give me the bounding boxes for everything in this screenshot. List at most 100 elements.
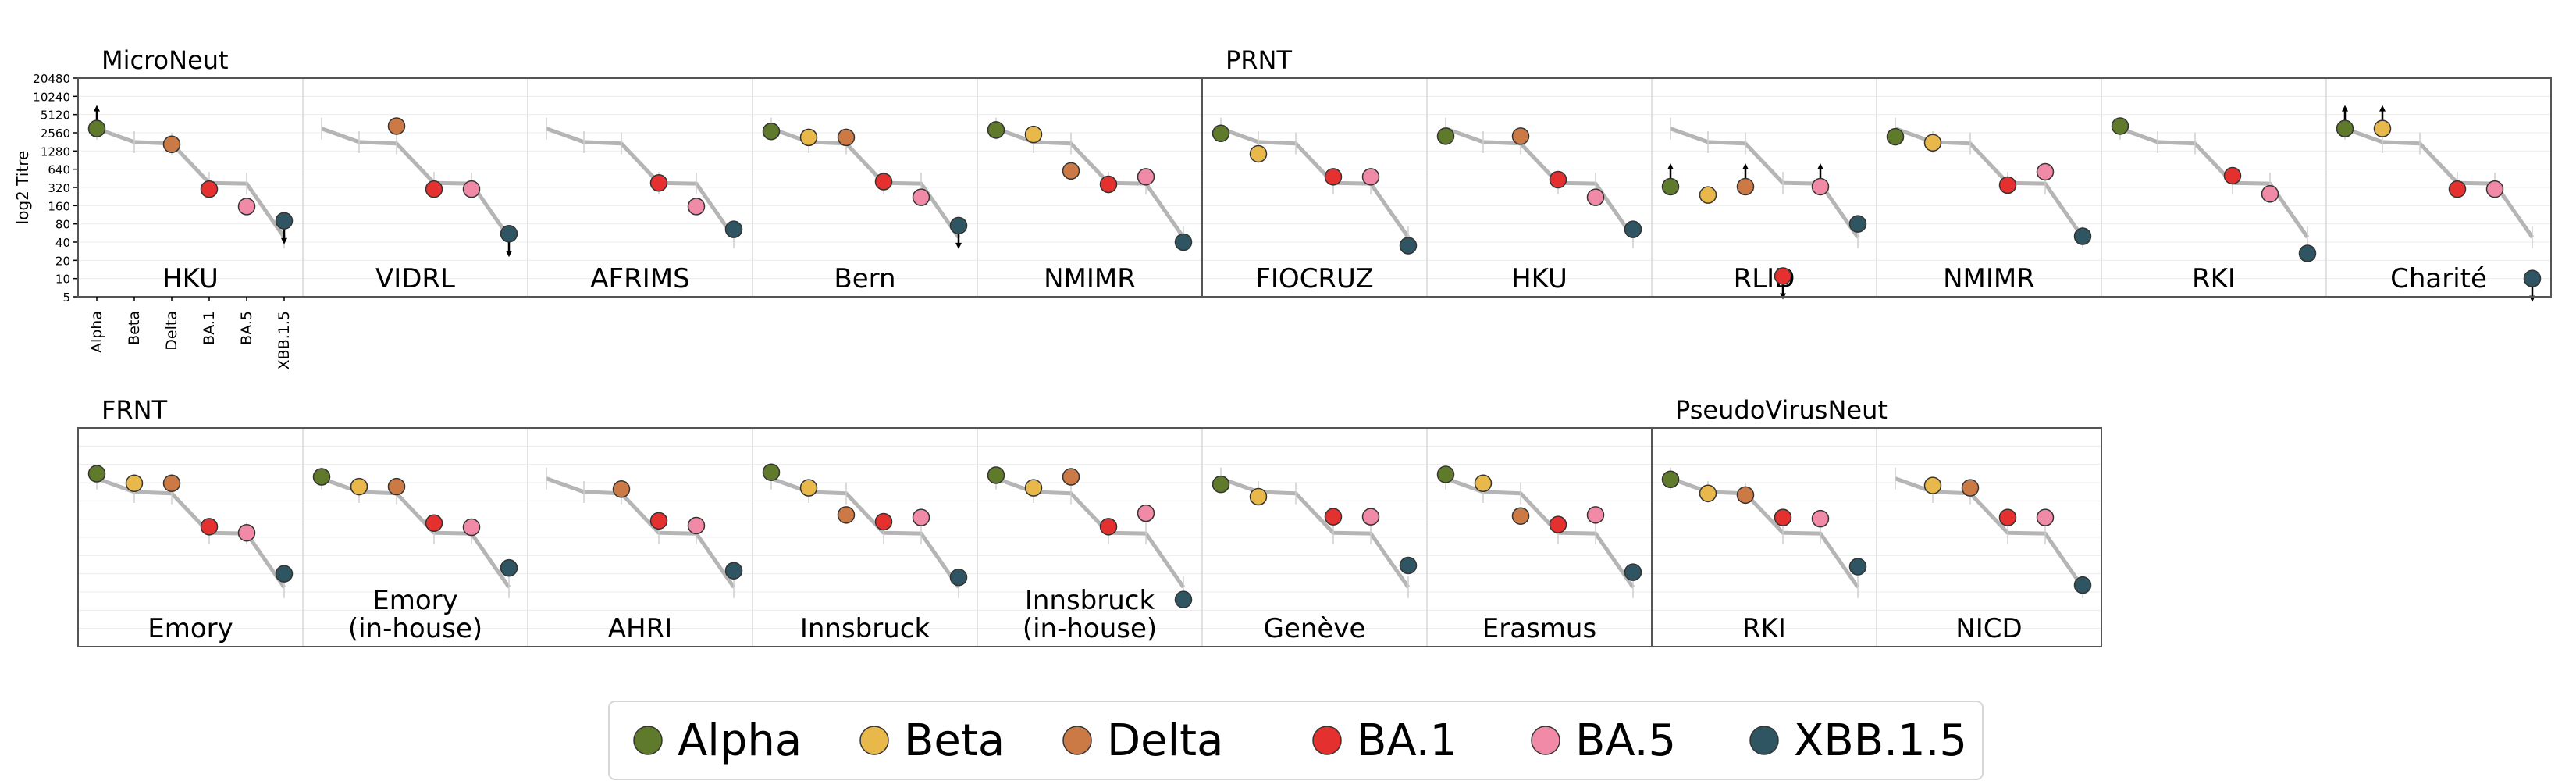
group-frame bbox=[1201, 77, 2552, 298]
data-point-xbb-1-5 bbox=[1624, 220, 1642, 238]
censor-arrow-head bbox=[2342, 105, 2348, 112]
panel-label: FIOCRUZ bbox=[1255, 263, 1373, 294]
panel-label: AHRI bbox=[608, 613, 672, 644]
reference-line bbox=[1445, 476, 1635, 589]
data-point-ba-1 bbox=[874, 173, 893, 191]
data-point-beta bbox=[1699, 186, 1717, 204]
data-point-delta bbox=[162, 135, 181, 154]
data-point-delta bbox=[1961, 479, 1980, 497]
data-point-ba-1 bbox=[649, 173, 668, 192]
data-point-ba-5 bbox=[462, 180, 481, 198]
legend-box bbox=[608, 701, 1984, 780]
data-point-beta bbox=[1024, 125, 1043, 144]
data-point-ba-1 bbox=[425, 514, 443, 533]
data-point-alpha bbox=[2336, 119, 2354, 137]
reference-line bbox=[995, 127, 1186, 239]
group-title: MicroNeut bbox=[101, 45, 229, 75]
y-tick-label: 2560 bbox=[41, 127, 70, 141]
data-point-ba-5 bbox=[912, 188, 930, 206]
legend-label: Beta bbox=[904, 715, 1005, 766]
panel-label: HKU bbox=[162, 263, 219, 294]
data-point-ba-5 bbox=[1586, 506, 1605, 524]
legend-label: XBB.1.5 bbox=[1794, 715, 1967, 766]
censor-arrow-head bbox=[281, 237, 287, 244]
data-point-ba-1 bbox=[1099, 175, 1118, 194]
y-tick-label: 1280 bbox=[41, 144, 70, 159]
panel-label: Innsbruck bbox=[1025, 585, 1155, 616]
group-title: PseudoVirusNeut bbox=[1675, 395, 1888, 425]
y-tick-label: 80 bbox=[55, 218, 70, 232]
data-point-xbb-1-5 bbox=[275, 212, 294, 230]
data-point-xbb-1-5 bbox=[1624, 563, 1642, 581]
data-point-xbb-1-5 bbox=[1399, 556, 1418, 575]
panel-label: Genève bbox=[1264, 613, 1366, 644]
x-tick-label: Delta bbox=[163, 311, 180, 351]
data-point-xbb-1-5 bbox=[949, 216, 968, 235]
reference-line bbox=[546, 127, 736, 239]
reference-line bbox=[321, 476, 511, 589]
censor-arrow-head bbox=[1817, 162, 1823, 169]
data-point-ba-1 bbox=[425, 180, 443, 198]
data-point-xbb-1-5 bbox=[1848, 215, 1867, 233]
data-point-ba-5 bbox=[1361, 168, 1380, 186]
reference-line bbox=[96, 476, 286, 589]
data-point-ba-5 bbox=[2485, 180, 2504, 198]
data-point-alpha bbox=[87, 119, 106, 137]
censor-arrow-head bbox=[955, 242, 962, 249]
data-point-xbb-1-5 bbox=[2298, 244, 2317, 262]
data-point-beta bbox=[799, 479, 818, 497]
reference-line bbox=[546, 476, 736, 589]
panel-label: (in-house) bbox=[1023, 613, 1157, 644]
y-tick-label: 320 bbox=[48, 181, 70, 195]
data-point-ba-5 bbox=[237, 523, 256, 542]
data-point-delta bbox=[1511, 127, 1530, 145]
panel-label: NMIMR bbox=[1943, 263, 2035, 294]
data-point-alpha bbox=[1886, 127, 1905, 146]
reference-line bbox=[1670, 476, 1860, 589]
data-point-ba-5 bbox=[2036, 508, 2055, 526]
censor-arrow-head bbox=[1667, 162, 1674, 169]
data-point-alpha bbox=[762, 122, 781, 141]
data-point-xbb-1-5 bbox=[1848, 558, 1867, 576]
x-tick-label: BA.5 bbox=[238, 311, 255, 345]
data-point-ba-1 bbox=[1549, 515, 1567, 533]
data-point-beta bbox=[1699, 484, 1717, 503]
data-point-delta bbox=[612, 480, 631, 498]
data-point-beta bbox=[1923, 476, 1942, 494]
legend-label: Alpha bbox=[678, 715, 802, 766]
data-point-delta bbox=[1062, 468, 1080, 486]
data-point-ba-5 bbox=[687, 198, 706, 216]
panel-label: VIDRL bbox=[375, 263, 455, 294]
reference-line bbox=[1895, 476, 2085, 589]
y-tick-label: 640 bbox=[48, 163, 70, 177]
x-tick-label: Alpha bbox=[88, 311, 105, 353]
censor-arrow-head bbox=[506, 251, 512, 258]
data-point-ba-1 bbox=[1324, 168, 1343, 186]
data-point-ba-1 bbox=[874, 512, 893, 531]
censor-arrow-head bbox=[1742, 162, 1749, 169]
data-point-ba-5 bbox=[1811, 509, 1830, 528]
data-point-ba-1 bbox=[1998, 508, 2017, 526]
data-point-delta bbox=[837, 128, 856, 147]
data-point-ba-5 bbox=[462, 518, 481, 537]
legend-marker bbox=[633, 726, 663, 755]
data-point-alpha bbox=[1661, 470, 1680, 489]
data-point-ba-5 bbox=[237, 198, 256, 216]
data-point-ba-1 bbox=[200, 518, 219, 536]
data-point-alpha bbox=[1436, 127, 1455, 145]
data-point-ba-5 bbox=[1137, 504, 1155, 522]
data-point-ba-5 bbox=[1586, 188, 1605, 206]
reference-line bbox=[1220, 476, 1411, 589]
data-point-delta bbox=[387, 477, 406, 496]
data-point-beta bbox=[1249, 144, 1268, 163]
data-point-alpha bbox=[762, 463, 781, 481]
panel-label: Emory bbox=[372, 585, 458, 616]
data-point-xbb-1-5 bbox=[2073, 227, 2092, 245]
reference-line bbox=[1220, 127, 1411, 239]
panel-label: NMIMR bbox=[1044, 263, 1136, 294]
data-point-xbb-1-5 bbox=[2073, 576, 2092, 594]
data-point-ba-5 bbox=[912, 508, 930, 526]
censor-arrow-head bbox=[94, 105, 100, 112]
panel-label: HKU bbox=[1511, 263, 1567, 294]
data-point-ba-1 bbox=[2223, 166, 2242, 185]
